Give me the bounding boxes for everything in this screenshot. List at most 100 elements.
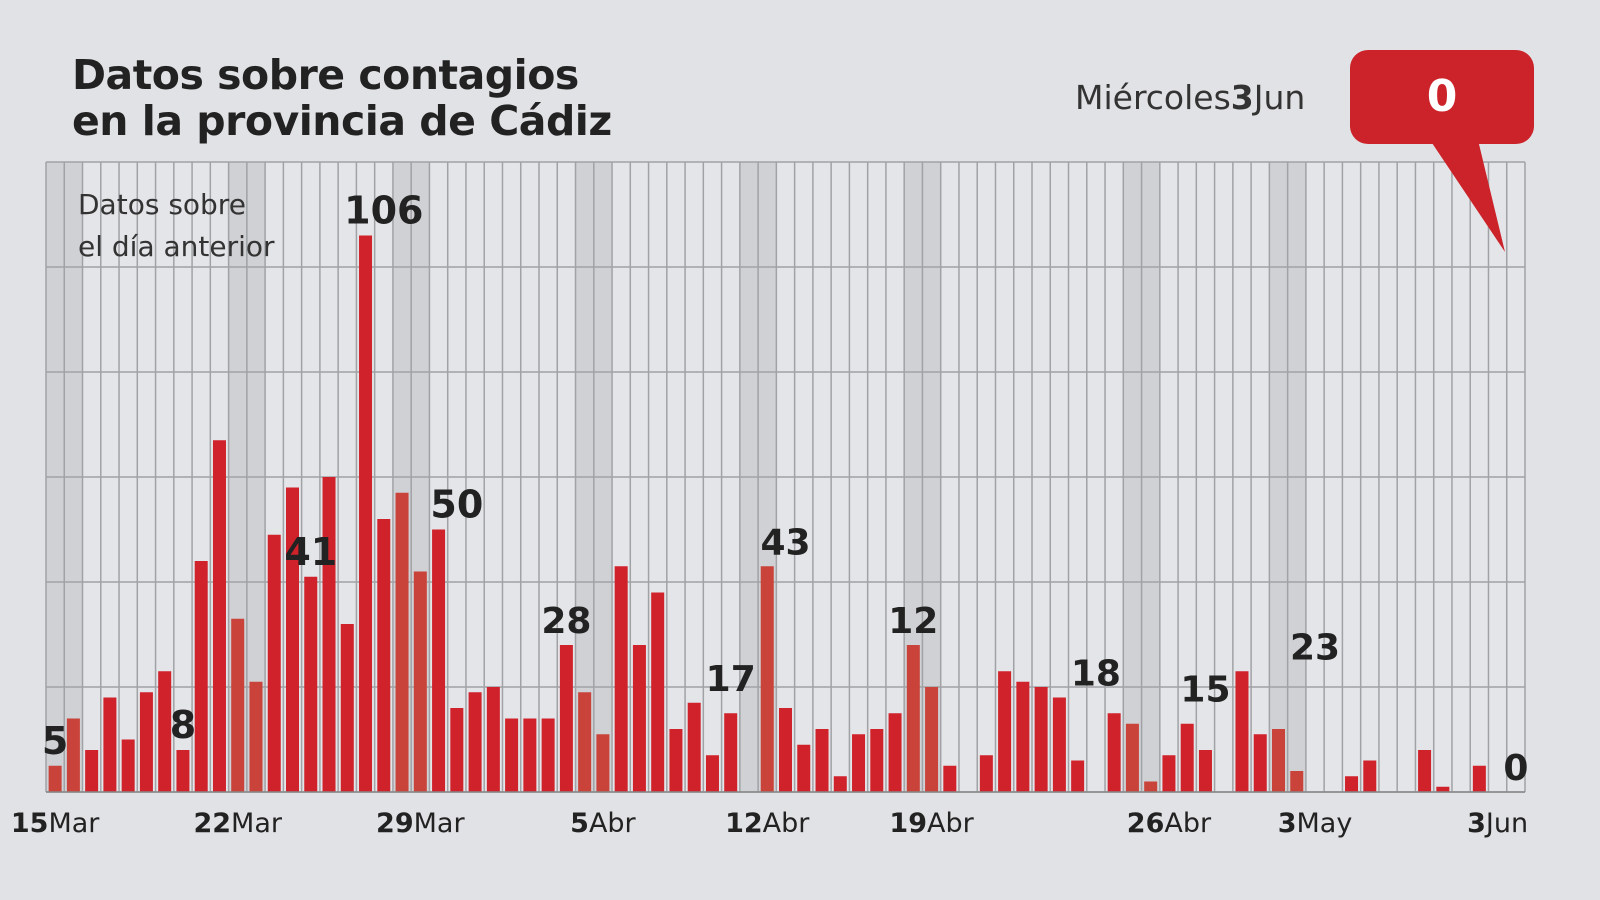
bar: [632, 645, 646, 792]
bar: [596, 734, 610, 792]
bar: [121, 739, 135, 792]
callout-value: 0: [1350, 50, 1534, 144]
data-label: 23: [1290, 627, 1340, 668]
x-tick-label: 19Abr: [889, 808, 974, 839]
callout-pointer: [1430, 140, 1505, 252]
bar: [1034, 687, 1048, 792]
tick-day: 26: [1127, 808, 1165, 839]
bar: [249, 681, 263, 792]
data-label: 106: [344, 189, 423, 233]
x-tick-label: 15Mar: [11, 808, 100, 839]
tick-day: 3: [1278, 808, 1297, 839]
bar: [578, 692, 592, 792]
bar: [815, 729, 829, 792]
data-label: 50: [430, 483, 483, 527]
data-label: 41: [284, 530, 337, 574]
tick-day: 3: [1467, 808, 1486, 839]
tick-month: Abr: [1164, 808, 1212, 839]
x-tick-label: 5Abr: [570, 808, 636, 839]
bar: [286, 487, 299, 792]
tick-month: Mar: [231, 808, 283, 839]
bar: [1418, 750, 1432, 792]
chart-subtitle-line-1: Datos sobre: [78, 188, 246, 221]
bar: [158, 671, 172, 792]
data-label: 0: [1503, 748, 1528, 789]
bar: [669, 729, 683, 792]
bar: [833, 776, 847, 792]
tick-day: 22: [193, 808, 231, 839]
data-label: 5: [42, 719, 68, 763]
bar: [66, 718, 80, 792]
bar: [103, 697, 117, 792]
bar: [340, 624, 354, 792]
tick-day: 15: [11, 808, 49, 839]
bar: [1345, 776, 1359, 792]
data-label: 8: [170, 703, 196, 747]
data-label: 43: [760, 522, 810, 563]
bar: [797, 744, 811, 792]
tick-day: 12: [725, 808, 763, 839]
bar: [48, 765, 62, 792]
date-month: Jun: [1253, 78, 1306, 117]
tick-month: Jun: [1484, 808, 1528, 839]
bar: [906, 645, 920, 792]
bar: [523, 718, 537, 792]
x-tick-label: 29Mar: [376, 808, 465, 839]
bar: [468, 692, 482, 792]
bar: [724, 713, 738, 792]
tick-month: Abr: [927, 808, 975, 839]
x-tick-label: 12Abr: [725, 808, 810, 839]
tick-month: Abr: [763, 808, 811, 839]
bar: [1235, 671, 1249, 792]
tick-day: 29: [376, 808, 414, 839]
bar: [1198, 750, 1212, 792]
bar: [1052, 697, 1066, 792]
bar: [760, 566, 774, 792]
bar: [176, 750, 190, 792]
tick-day: 5: [570, 808, 589, 839]
bar: [614, 566, 628, 792]
x-tick-label: 26Abr: [1127, 808, 1212, 839]
bar: [450, 708, 464, 792]
bar: [1071, 760, 1085, 792]
bar: [1472, 765, 1486, 792]
bar: [979, 755, 993, 792]
tick-month: Mar: [48, 808, 100, 839]
date-day: 3: [1230, 78, 1254, 117]
bar: [559, 645, 573, 792]
bar: [231, 618, 245, 792]
bar: [1436, 786, 1450, 792]
bar: [998, 671, 1012, 792]
tick-day: 19: [889, 808, 927, 839]
bar: [925, 687, 939, 792]
bar: [541, 718, 555, 792]
bar: [1125, 723, 1139, 792]
chart-title: Datos sobre contagios en la provincia de…: [72, 52, 612, 144]
data-label: 15: [1180, 669, 1230, 710]
tick-month: Mar: [414, 808, 466, 839]
bar: [1016, 681, 1030, 792]
bar: [505, 718, 519, 792]
bar: [413, 571, 427, 792]
bar: [212, 440, 226, 792]
bar: [1253, 734, 1267, 792]
title-line-2: en la provincia de Cádiz: [72, 97, 612, 145]
bar: [267, 534, 281, 792]
date-label: Miércoles3Jun: [1075, 78, 1305, 117]
bar: [1107, 713, 1121, 792]
x-tick-label: 22Mar: [193, 808, 282, 839]
bar: [304, 576, 318, 792]
x-tick-label: 3May: [1278, 808, 1353, 839]
bar: [1144, 781, 1158, 792]
bar: [322, 477, 336, 792]
title-line-1: Datos sobre contagios: [72, 51, 579, 99]
bar: [395, 492, 409, 792]
bar: [705, 755, 719, 792]
bar: [139, 692, 153, 792]
data-label: 17: [706, 659, 756, 700]
bar: [432, 529, 446, 792]
bar: [377, 519, 391, 792]
data-label: 12: [888, 601, 938, 642]
data-label: 28: [541, 601, 591, 642]
